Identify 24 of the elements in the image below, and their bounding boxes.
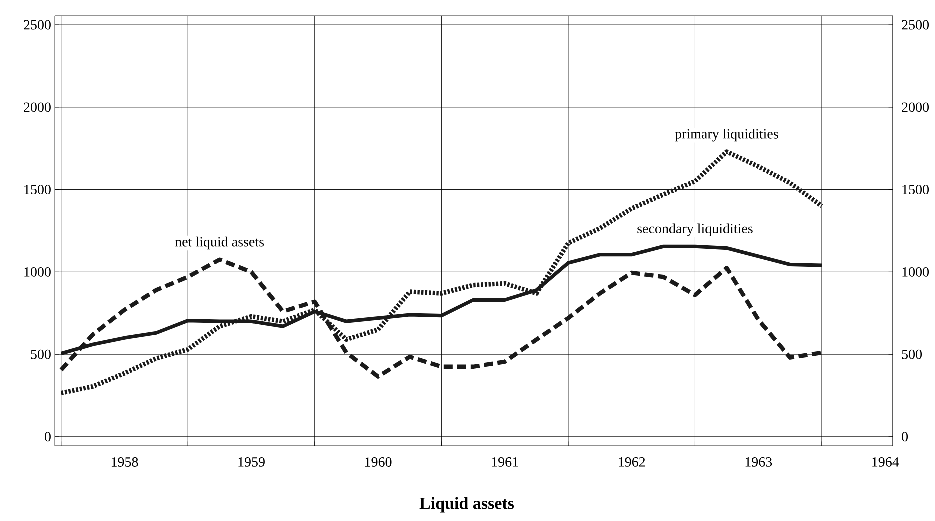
y2-tick-label: 2500 [902,20,930,30]
x-tick-label: 1960 [366,458,392,467]
x-tick-label: 1962 [619,458,646,467]
y2-tick-label: 1000 [902,267,930,277]
y2-tick-label: 500 [902,350,922,360]
x-tick-label: 1961 [492,458,518,467]
text: Liquid assets [420,497,514,513]
x-tick-label: 1964 [872,458,900,467]
y2-tick-label: 1500 [902,185,930,195]
line-series [59,150,824,396]
series-label: net liquid assets [175,236,264,250]
y-tick-label: 2500 [24,20,51,30]
y-tick-label: 1000 [24,267,51,277]
y2-tick-label: 0 [902,432,908,442]
y-tick-label: 500 [31,350,51,360]
series-label: primary liquidities [675,128,778,142]
y2-tick-label: 2000 [902,102,930,112]
y-tick-label: 1500 [24,185,51,195]
x-tick-label: 1963 [746,458,772,467]
x-tick-label: 1959 [238,458,265,467]
x-tick-label: 1958 [112,458,138,467]
y-tick-label: 2000 [24,102,51,112]
series-label: secondary liquidities [638,224,753,236]
y-tick-label: 0 [45,432,51,442]
